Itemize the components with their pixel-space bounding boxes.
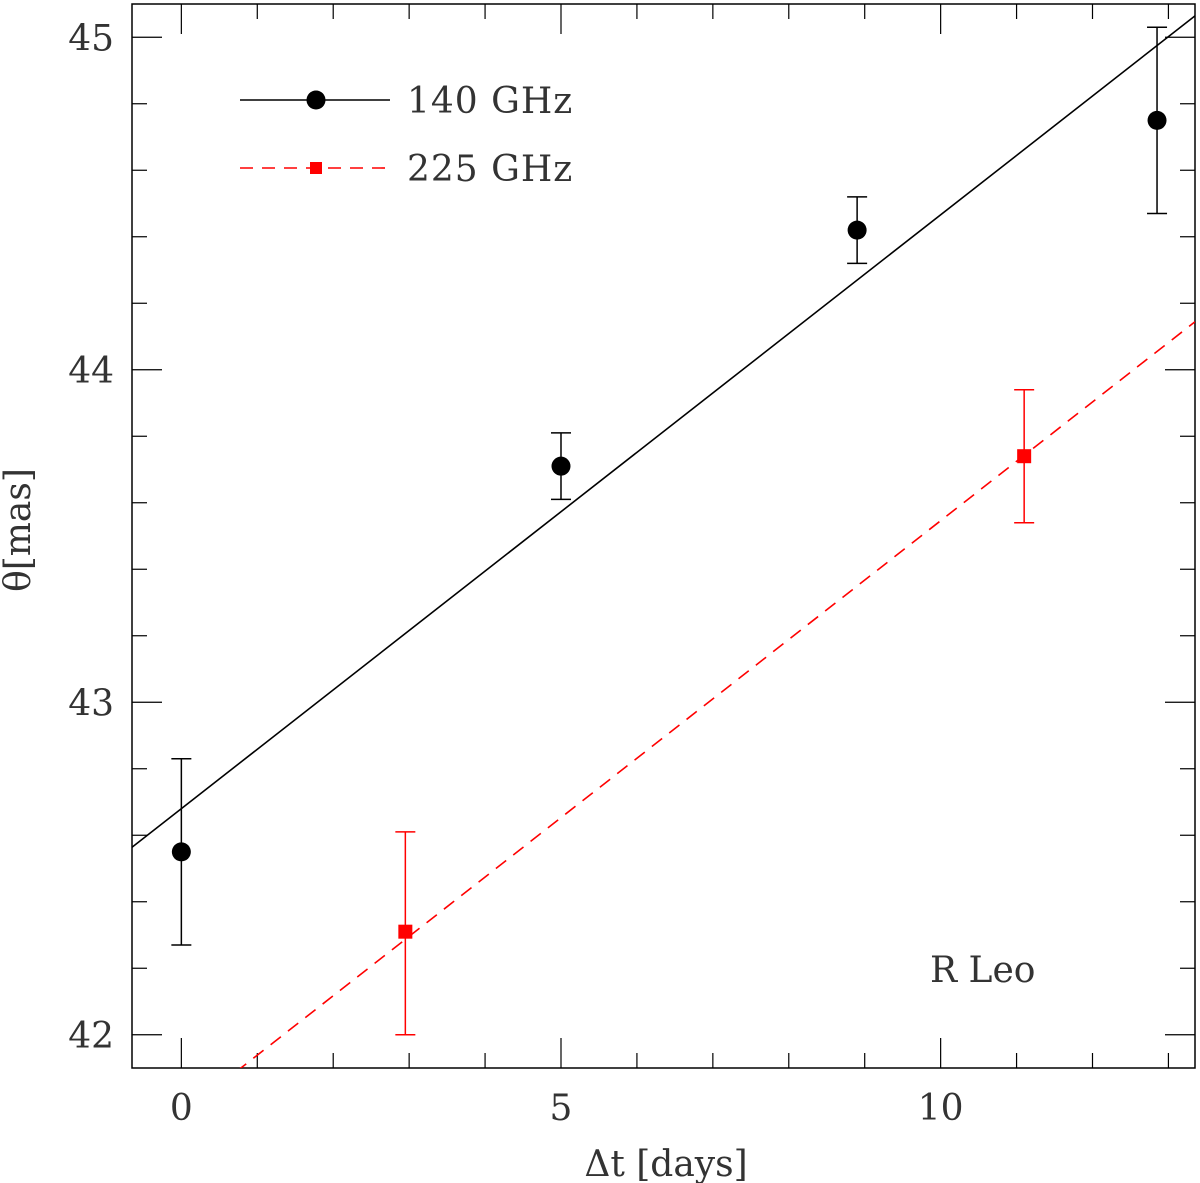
annotation-r-leo: R Leo <box>930 950 1035 991</box>
data-point-225-ghz <box>1017 449 1032 464</box>
data-point-140-ghz <box>847 220 867 240</box>
y-tick-label: 43 <box>68 683 114 724</box>
data-point-140-ghz <box>1147 110 1167 130</box>
y-axis-label: θ[mas] <box>0 468 39 592</box>
plot-marks: 0 5 10 42 43 44 45 <box>68 3 1196 1129</box>
plot-frame <box>131 3 1196 1069</box>
legend-marker-225-ghz <box>310 162 322 174</box>
data-point-225-ghz <box>398 924 413 939</box>
fit-line-225-ghz <box>239 321 1195 1068</box>
legend-marker-140-ghz <box>306 90 326 110</box>
x-axis-label: Δt [days] <box>584 1144 747 1183</box>
y-tick-label: 42 <box>68 1016 114 1057</box>
x-tick-label: 0 <box>170 1088 193 1129</box>
data-point-140-ghz <box>171 842 191 862</box>
x-tick-label: 5 <box>550 1088 573 1129</box>
legend-label-225-ghz: 225 GHz <box>407 149 573 190</box>
legend-label-140-ghz: 140 GHz <box>407 81 573 122</box>
data-point-140-ghz <box>551 456 571 476</box>
fit-line-140-ghz <box>132 15 1195 848</box>
y-tick-label: 45 <box>68 18 114 59</box>
y-tick-label: 44 <box>68 351 114 392</box>
x-tick-label: 10 <box>918 1088 964 1129</box>
legend: 140 GHz 225 GHz <box>240 81 573 190</box>
